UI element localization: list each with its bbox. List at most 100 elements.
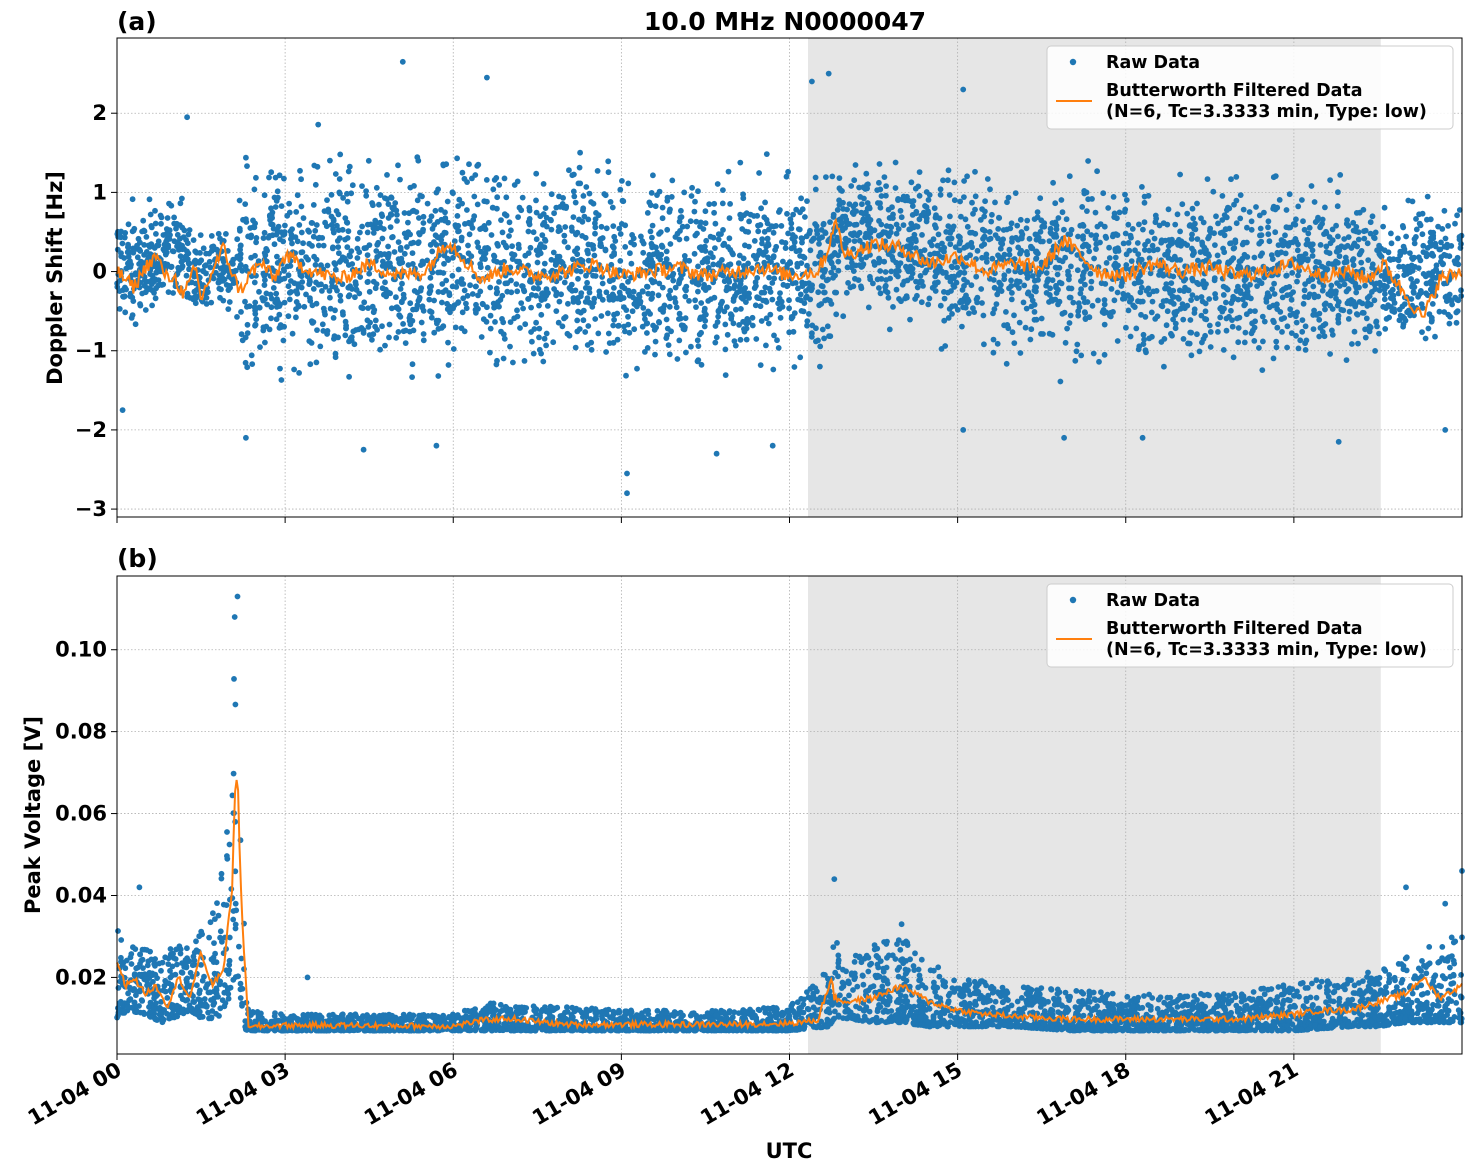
raw-data-point <box>667 287 674 294</box>
raw-data-point <box>184 248 190 255</box>
raw-data-point <box>712 220 719 227</box>
raw-data-point <box>363 188 369 195</box>
raw-data-point <box>595 330 602 337</box>
raw-data-point <box>399 280 405 287</box>
raw-data-point <box>843 216 850 223</box>
raw-data-point <box>1293 313 1299 320</box>
raw-data-point <box>838 187 844 194</box>
raw-data-point <box>1003 309 1009 315</box>
raw-data-point <box>796 247 803 254</box>
raw-data-point <box>1428 235 1434 242</box>
raw-data-point <box>536 334 542 341</box>
raw-data-point <box>313 222 320 228</box>
raw-data-point <box>824 323 831 330</box>
raw-data-point <box>1023 249 1030 255</box>
raw-data-point <box>863 170 870 177</box>
raw-data-point <box>770 366 777 373</box>
raw-data-point <box>797 209 803 216</box>
raw-data-point <box>1138 311 1144 318</box>
raw-data-point <box>416 230 422 236</box>
raw-data-point <box>876 179 882 186</box>
raw-data-point <box>649 242 655 249</box>
raw-data-point <box>119 240 126 247</box>
raw-data-point <box>147 211 154 218</box>
raw-data-point <box>1335 438 1342 445</box>
raw-data-point <box>1261 209 1267 216</box>
raw-data-point <box>354 235 361 242</box>
raw-data-point <box>446 292 453 299</box>
raw-data-point <box>123 286 129 293</box>
raw-data-point <box>1353 289 1360 296</box>
raw-data-point <box>148 223 155 229</box>
raw-data-point <box>484 198 490 205</box>
raw-data-point <box>1354 243 1361 250</box>
raw-data-point <box>1084 208 1090 215</box>
raw-data-point <box>1192 220 1198 227</box>
raw-data-point <box>327 294 333 301</box>
raw-data-point <box>409 250 416 256</box>
raw-data-point <box>340 311 346 318</box>
raw-data-point <box>359 183 365 190</box>
raw-data-point <box>399 259 406 266</box>
raw-data-point <box>1156 272 1162 278</box>
raw-data-point <box>334 222 340 229</box>
raw-data-point <box>1222 226 1229 233</box>
raw-data-point <box>471 193 478 200</box>
raw-data-point <box>689 184 695 191</box>
raw-data-point <box>1153 215 1160 222</box>
raw-data-point <box>244 330 251 336</box>
raw-data-point <box>1275 984 1282 990</box>
raw-data-point <box>387 224 394 231</box>
raw-data-point <box>1009 238 1015 245</box>
raw-data-point <box>1146 247 1153 254</box>
raw-data-point <box>722 321 729 328</box>
raw-data-point <box>640 305 647 311</box>
raw-data-point <box>691 250 698 257</box>
raw-data-point <box>1432 333 1438 340</box>
raw-data-point <box>1129 226 1136 232</box>
raw-data-point <box>787 216 794 223</box>
raw-data-point <box>1386 314 1392 321</box>
raw-data-point <box>1101 321 1108 328</box>
raw-data-point <box>177 200 184 207</box>
raw-data-point <box>959 298 966 305</box>
raw-data-point <box>1011 340 1018 346</box>
raw-data-point <box>883 192 889 199</box>
raw-data-point <box>848 231 854 237</box>
raw-data-point <box>252 252 258 259</box>
raw-data-point <box>1094 168 1100 175</box>
raw-data-point <box>294 290 301 297</box>
raw-data-point <box>1061 309 1068 316</box>
raw-data-point <box>148 241 155 248</box>
raw-data-point <box>370 230 377 236</box>
raw-data-point <box>1192 226 1199 233</box>
raw-data-point <box>1080 236 1086 242</box>
raw-data-point <box>132 946 139 952</box>
raw-data-point <box>379 285 386 292</box>
raw-data-point <box>393 294 399 301</box>
raw-data-point <box>130 245 137 252</box>
raw-data-point <box>1202 308 1209 315</box>
raw-data-point <box>513 281 520 287</box>
raw-data-point <box>688 193 695 199</box>
raw-data-point <box>1387 289 1394 296</box>
raw-data-point <box>401 210 408 216</box>
raw-data-point <box>573 231 579 238</box>
raw-data-point <box>603 349 609 355</box>
raw-data-point <box>1052 200 1059 207</box>
raw-data-point <box>272 174 279 181</box>
raw-data-point <box>786 297 792 304</box>
raw-data-point <box>937 186 944 193</box>
raw-data-point <box>369 336 375 343</box>
raw-data-point <box>1154 313 1161 320</box>
raw-data-point <box>405 219 411 226</box>
raw-data-point <box>771 275 778 282</box>
raw-data-point <box>623 307 630 313</box>
raw-data-point <box>1329 327 1335 334</box>
raw-data-point <box>877 290 884 297</box>
raw-data-point <box>1374 323 1380 330</box>
raw-data-point <box>756 170 762 176</box>
raw-data-point <box>352 294 358 301</box>
raw-data-point <box>1038 331 1044 337</box>
raw-data-point <box>272 204 279 210</box>
